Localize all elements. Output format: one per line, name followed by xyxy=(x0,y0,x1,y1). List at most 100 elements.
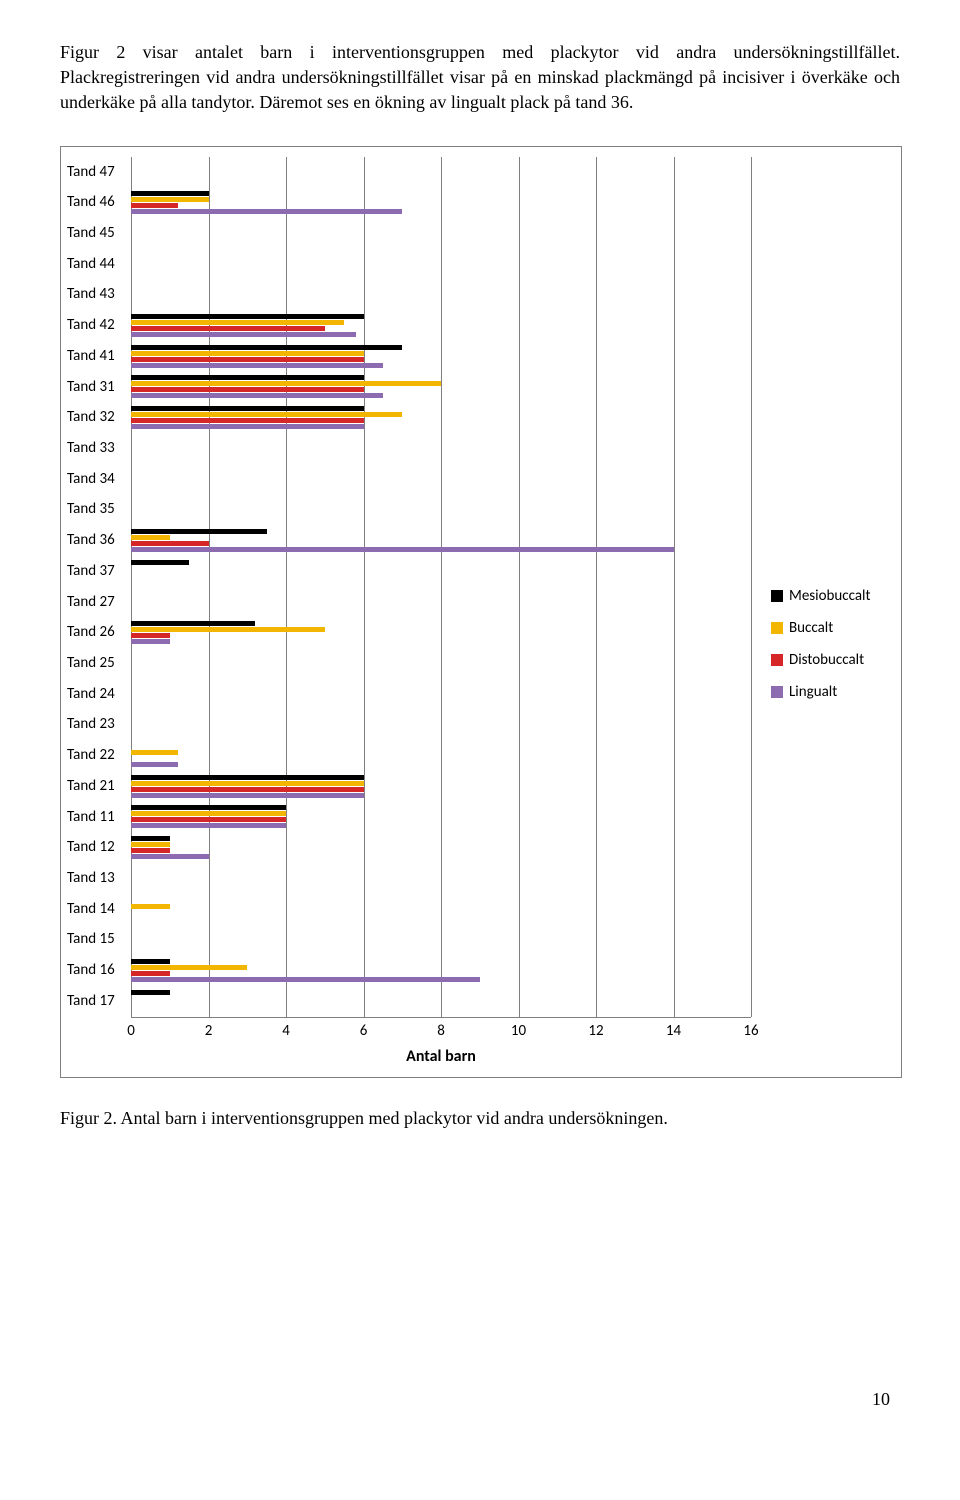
chart-row: Tand 22 xyxy=(131,740,751,771)
grid-line xyxy=(751,157,752,1017)
legend-label: Distobuccalt xyxy=(789,651,864,669)
chart-row: Tand 37 xyxy=(131,556,751,587)
page-number: 10 xyxy=(60,1389,900,1410)
legend-swatch xyxy=(771,654,783,666)
chart-row: Tand 11 xyxy=(131,802,751,833)
x-axis-line xyxy=(131,1017,751,1018)
y-tick-label: Tand 41 xyxy=(61,341,131,372)
y-tick-label: Tand 21 xyxy=(61,771,131,802)
bar-d xyxy=(131,541,209,546)
chart-row: Tand 31 xyxy=(131,372,751,403)
bar-b xyxy=(131,811,286,816)
bar-b xyxy=(131,781,364,786)
y-tick-label: Tand 47 xyxy=(61,157,131,188)
bar-m xyxy=(131,314,364,319)
bar-l xyxy=(131,209,402,214)
bar-d xyxy=(131,418,364,423)
y-tick-label: Tand 12 xyxy=(61,832,131,863)
bar-l xyxy=(131,977,480,982)
bar-d xyxy=(131,387,364,392)
x-tick-label: 4 xyxy=(282,1022,290,1040)
bar-b xyxy=(131,965,247,970)
intro-paragraph: Figur 2 visar antalet barn i interventio… xyxy=(60,40,900,116)
bar-d xyxy=(131,633,170,638)
y-tick-label: Tand 45 xyxy=(61,218,131,249)
plot-area: Tand 47Tand 46Tand 45Tand 44Tand 43Tand … xyxy=(131,157,751,1017)
y-tick-label: Tand 11 xyxy=(61,802,131,833)
x-tick-label: 12 xyxy=(588,1022,603,1040)
bar-b xyxy=(131,904,170,909)
bar-d xyxy=(131,971,170,976)
bar-b xyxy=(131,320,344,325)
chart-row: Tand 33 xyxy=(131,433,751,464)
x-tick-label: 16 xyxy=(743,1022,758,1040)
bar-l xyxy=(131,547,674,552)
y-tick-label: Tand 22 xyxy=(61,740,131,771)
bar-d xyxy=(131,787,364,792)
bar-b xyxy=(131,627,325,632)
bar-m xyxy=(131,805,286,810)
legend-item: Lingualt xyxy=(771,683,870,701)
chart-row: Tand 13 xyxy=(131,863,751,894)
chart-row: Tand 24 xyxy=(131,679,751,710)
bar-b xyxy=(131,750,178,755)
x-tick-label: 0 xyxy=(127,1022,135,1040)
chart-row: Tand 17 xyxy=(131,986,751,1017)
bar-d xyxy=(131,326,325,331)
legend-item: Mesiobuccalt xyxy=(771,587,870,605)
y-tick-label: Tand 14 xyxy=(61,894,131,925)
bar-m xyxy=(131,345,402,350)
x-tick-label: 6 xyxy=(360,1022,368,1040)
bar-d xyxy=(131,203,178,208)
chart-row: Tand 15 xyxy=(131,924,751,955)
bar-m xyxy=(131,836,170,841)
bar-l xyxy=(131,762,178,767)
chart-row: Tand 43 xyxy=(131,279,751,310)
y-tick-label: Tand 46 xyxy=(61,187,131,218)
y-tick-label: Tand 27 xyxy=(61,587,131,618)
y-tick-label: Tand 25 xyxy=(61,648,131,679)
chart-row: Tand 41 xyxy=(131,341,751,372)
figure-caption: Figur 2. Antal barn i interventionsgrupp… xyxy=(60,1108,900,1129)
chart-row: Tand 32 xyxy=(131,402,751,433)
y-tick-label: Tand 24 xyxy=(61,679,131,710)
legend-label: Lingualt xyxy=(789,683,837,701)
bar-b xyxy=(131,842,170,847)
legend-label: Mesiobuccalt xyxy=(789,587,870,605)
y-tick-label: Tand 35 xyxy=(61,494,131,525)
chart-row: Tand 44 xyxy=(131,249,751,280)
chart-row: Tand 46 xyxy=(131,187,751,218)
y-tick-label: Tand 17 xyxy=(61,986,131,1017)
bar-l xyxy=(131,393,383,398)
bar-m xyxy=(131,990,170,995)
chart-row: Tand 36 xyxy=(131,525,751,556)
y-tick-label: Tand 13 xyxy=(61,863,131,894)
chart-container: Tand 47Tand 46Tand 45Tand 44Tand 43Tand … xyxy=(60,146,902,1078)
bar-b xyxy=(131,197,209,202)
y-tick-label: Tand 26 xyxy=(61,617,131,648)
chart-row: Tand 47 xyxy=(131,157,751,188)
bar-l xyxy=(131,823,286,828)
y-tick-label: Tand 43 xyxy=(61,279,131,310)
legend-swatch xyxy=(771,622,783,634)
y-tick-label: Tand 23 xyxy=(61,709,131,740)
y-tick-label: Tand 32 xyxy=(61,402,131,433)
chart-row: Tand 14 xyxy=(131,894,751,925)
legend-item: Buccalt xyxy=(771,619,870,637)
bar-m xyxy=(131,406,364,411)
bar-l xyxy=(131,424,364,429)
bar-l xyxy=(131,639,170,644)
bar-m xyxy=(131,959,170,964)
legend: Mesiobuccalt Buccalt Distobuccalt Lingualt xyxy=(771,587,870,715)
y-tick-label: Tand 16 xyxy=(61,955,131,986)
bar-b xyxy=(131,351,364,356)
chart-row: Tand 35 xyxy=(131,494,751,525)
chart-row: Tand 27 xyxy=(131,587,751,618)
chart-row: Tand 21 xyxy=(131,771,751,802)
y-tick-label: Tand 34 xyxy=(61,464,131,495)
y-tick-label: Tand 15 xyxy=(61,924,131,955)
y-tick-label: Tand 42 xyxy=(61,310,131,341)
chart-row: Tand 34 xyxy=(131,464,751,495)
bar-l xyxy=(131,332,356,337)
bar-d xyxy=(131,357,364,362)
